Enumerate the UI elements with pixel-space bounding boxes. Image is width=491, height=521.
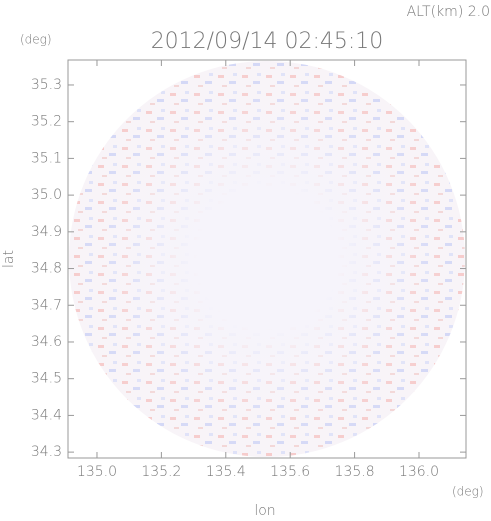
radar-disc-center	[69, 61, 465, 457]
y-tick-label: 35.2	[31, 114, 62, 130]
y-tick-label: 35.3	[31, 77, 62, 93]
y-tick-label: 34.9	[31, 224, 62, 240]
y-tick-label: 34.5	[31, 371, 62, 387]
x-unit: (deg)	[452, 485, 484, 499]
chart-title: 2012/09/14 02:45:10	[151, 29, 384, 54]
plot-frame	[67, 59, 467, 459]
y-axis-label: lat	[1, 250, 17, 268]
y-tick-label: 35.0	[31, 187, 62, 203]
y-tick-label: 34.8	[31, 261, 62, 277]
y-tick-label: 34.6	[31, 334, 62, 350]
x-tick-label: 135.8	[335, 464, 375, 480]
y-unit: (deg)	[20, 33, 52, 47]
y-tick-label: 34.3	[31, 444, 62, 460]
y-tick-label: 35.1	[31, 150, 62, 166]
x-tick-label: 135.2	[141, 464, 181, 480]
x-tick-label: 135.4	[206, 464, 246, 480]
x-axis-label: lon	[254, 503, 275, 519]
x-tick-label: 136.0	[399, 464, 439, 480]
y-tick-label: 34.7	[31, 297, 62, 313]
x-tick-label: 135.6	[270, 464, 310, 480]
altitude-label: ALT(km) 2.0	[407, 4, 490, 20]
y-tick-label: 34.4	[31, 407, 62, 423]
x-tick-label: 135.0	[77, 464, 117, 480]
